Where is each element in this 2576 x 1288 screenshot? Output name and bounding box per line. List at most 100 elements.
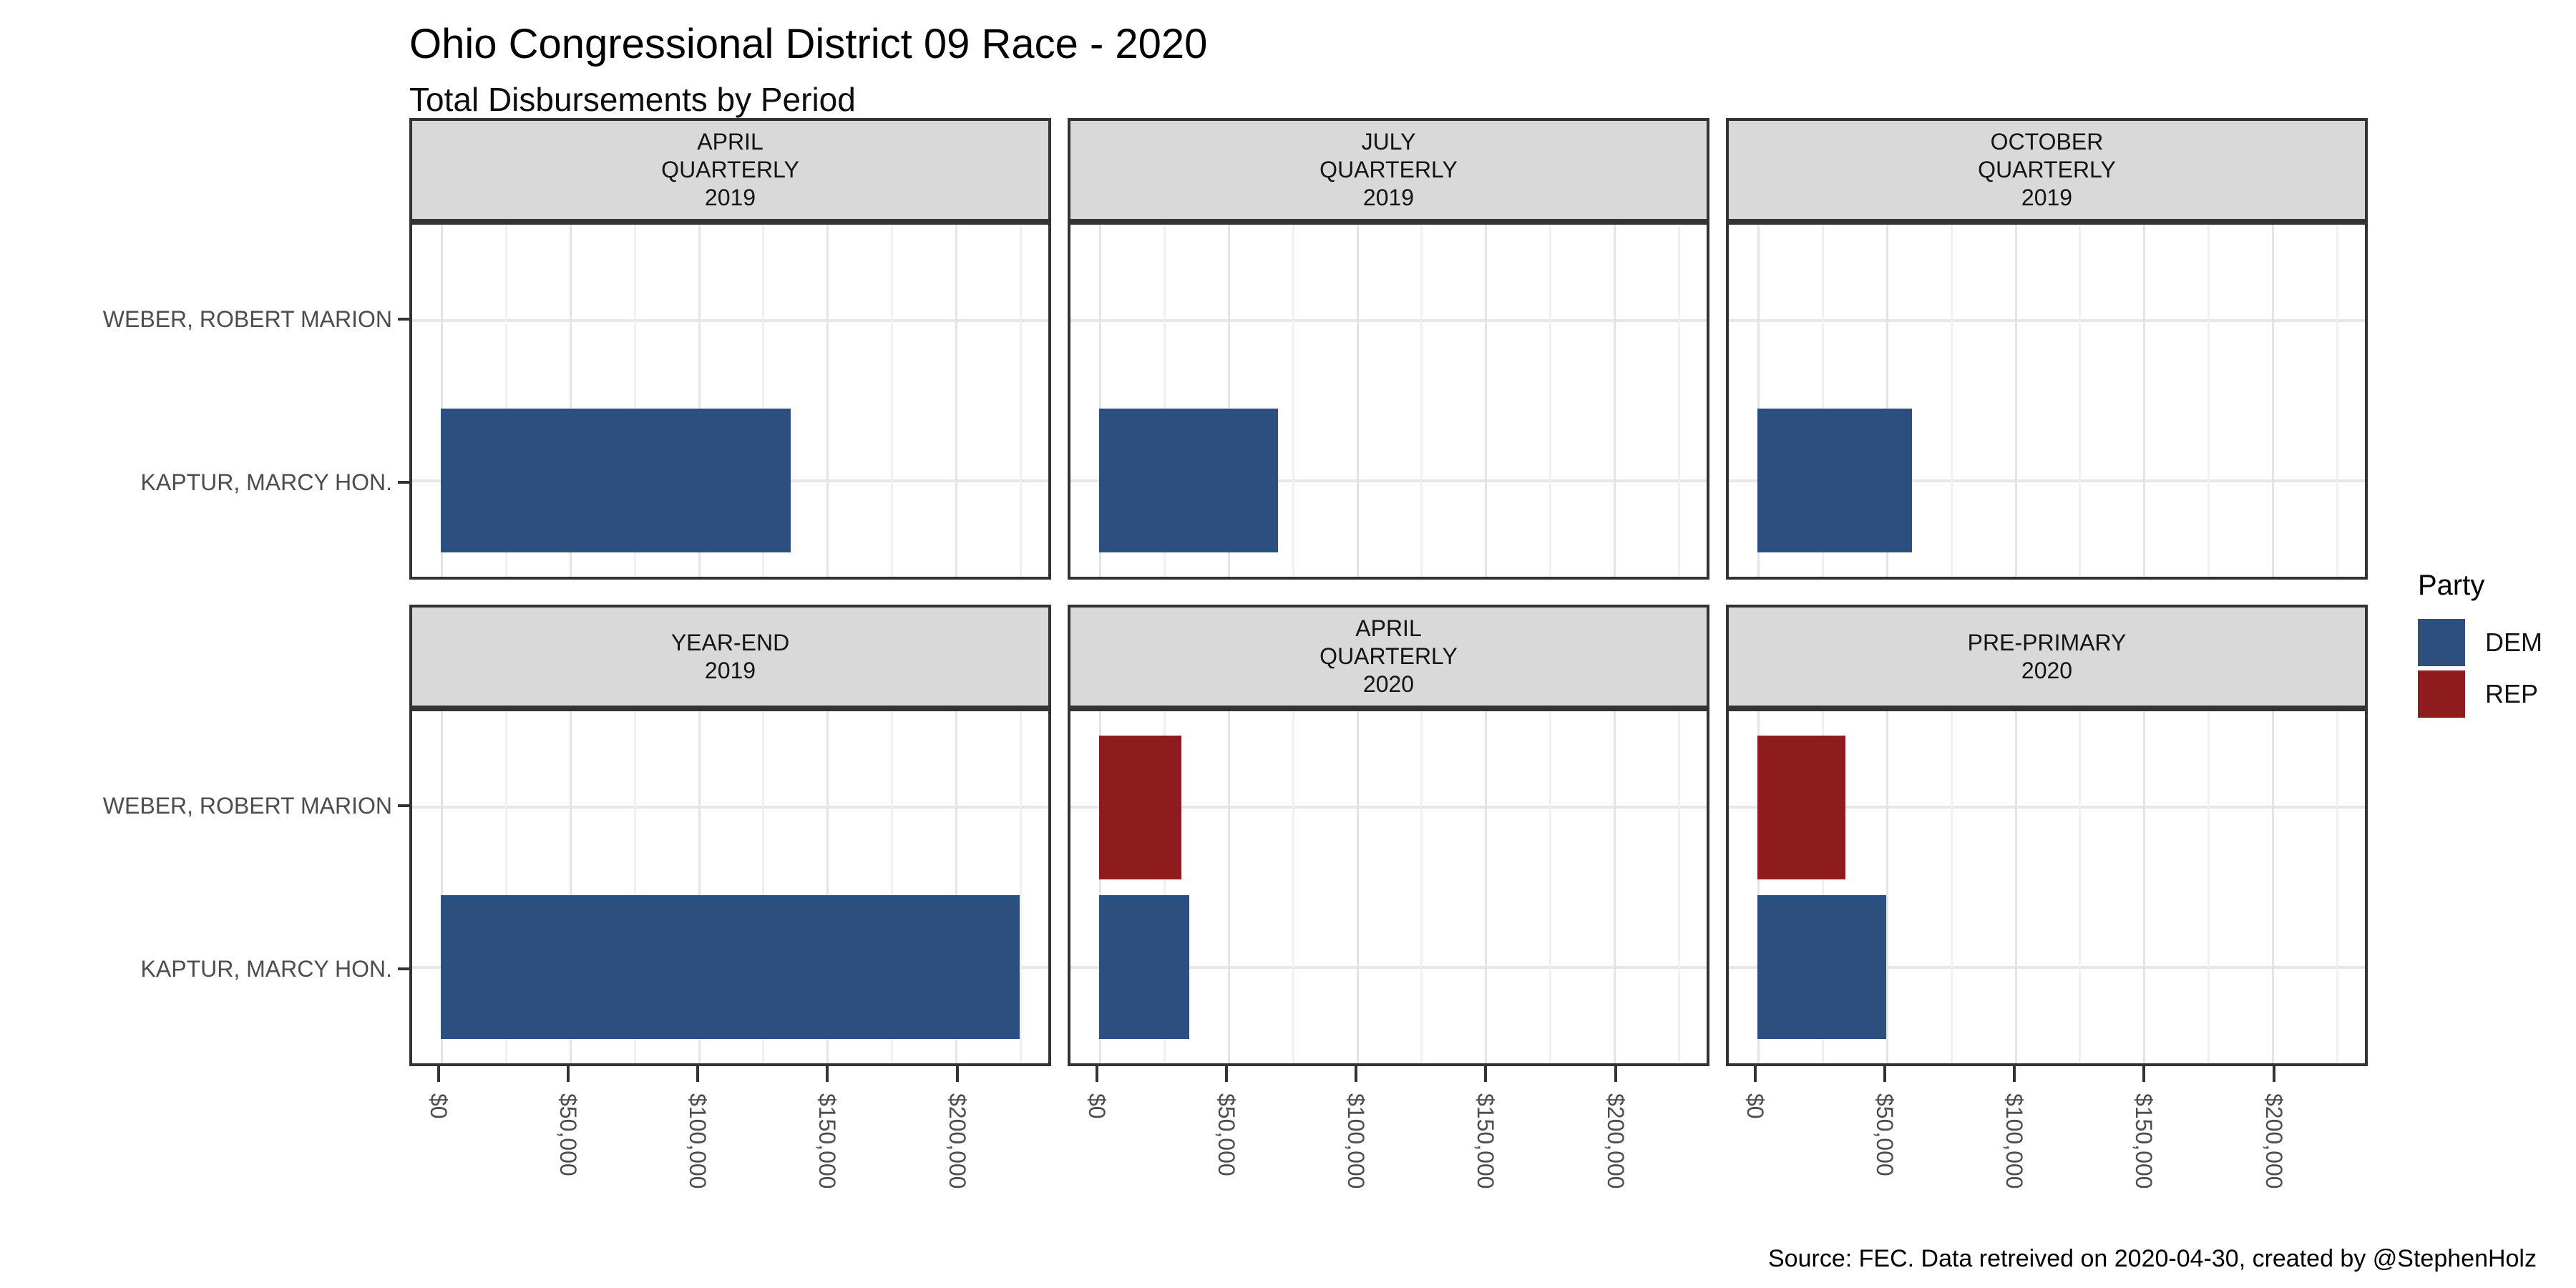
gridline-vertical-major [1228,711,1230,1063]
facet-strip: YEAR-END 2019 [409,605,1051,708]
x-axis-tick [1224,1066,1228,1082]
facet-strip: PRE-PRIMARY 2020 [1726,605,2368,708]
bar-rep [1099,735,1182,879]
gridline-horizontal-major [412,806,1048,809]
facet-strip-label-line: 2019 [1362,185,1415,210]
gridline-vertical-major [2271,711,2274,1063]
gridline-vertical-major [1886,225,1888,577]
gridline-vertical-minor [2079,225,2082,577]
x-axis-tick [1614,1066,1617,1082]
gridline-vertical-major [698,711,701,1063]
gridline-vertical-minor [1163,711,1166,1063]
gridline-vertical-major [1613,711,1616,1063]
gridline-vertical-minor [633,225,636,577]
gridline-vertical-major [1099,225,1102,577]
x-axis-tick [1753,1066,1757,1082]
gridline-vertical-major [2014,711,2017,1063]
gridline-horizontal-major [1070,319,1707,323]
bar-rep [1757,735,1845,879]
y-axis-label: KAPTUR, MARCY HON. [140,955,392,982]
x-axis-tick [566,1066,570,1082]
gridline-vertical-major [1757,711,1760,1063]
facet-panel [409,222,1051,580]
x-axis-tick-label: $200,000 [2260,1093,2287,1189]
y-axis-tick [398,480,409,484]
x-axis-tick-label: $150,000 [814,1093,841,1189]
gridline-vertical-major [1485,225,1488,577]
x-axis-tick-label: $50,000 [1871,1093,1898,1176]
facet-strip-label-line: QUARTERLY [1319,157,1458,182]
bar-dem [441,409,791,553]
facet-strip-label-line: 2019 [704,185,756,210]
x-axis-tick [1883,1066,1886,1082]
x-axis-tick-label: $200,000 [944,1093,970,1189]
bar-dem [1099,895,1190,1040]
legend: Party DEM REP [2418,570,2542,722]
y-axis-label: KAPTUR, MARCY HON. [140,469,392,495]
gridline-vertical-major [1356,225,1359,577]
gridline-vertical-major [1757,225,1760,577]
facet-strip-label-line: QUARTERLY [1978,157,2116,182]
bar-dem [1757,895,1886,1040]
facet-strip-label-line: JULY [1361,129,1416,155]
gridline-vertical-minor [505,225,508,577]
gridline-vertical-minor [1677,711,1680,1063]
gridline-vertical-minor [505,711,508,1063]
facet-strip-label-line: APRIL [697,129,763,155]
gridline-vertical-major [2014,225,2017,577]
x-axis-tick [2013,1066,2016,1082]
x-axis-tick-label: $50,000 [555,1093,581,1176]
y-axis-tick [398,967,409,970]
facet-strip-label-line: 2019 [704,657,756,683]
gridline-vertical-minor [1292,711,1294,1063]
x-axis-tick [955,1066,959,1082]
gridline-vertical-minor [890,711,893,1063]
facet-strip-label-line: QUARTERLY [661,157,799,182]
gridline-vertical-major [570,711,572,1063]
y-axis-label: WEBER, ROBERT MARION [102,793,392,819]
gridline-vertical-minor [1950,225,1953,577]
y-axis-tick [398,804,409,808]
gridline-horizontal-major [1729,479,2365,482]
facet-strip-label-line: YEAR-END [670,629,790,655]
legend-entry-rep: REP [2418,670,2542,718]
gridline-vertical-major [1356,711,1359,1063]
gridline-vertical-major [570,225,572,577]
gridline-vertical-minor [762,711,765,1063]
gridline-vertical-major [1228,225,1230,577]
gridline-vertical-major [2143,711,2146,1063]
facet-panel [1068,708,1709,1066]
gridline-vertical-major [2271,225,2274,577]
x-axis-tick [1484,1066,1488,1082]
gridline-horizontal-major [1070,965,1707,969]
gridline-vertical-minor [633,711,636,1063]
x-axis-tick-label: $200,000 [1602,1093,1629,1189]
facet-strip: JULY QUARTERLY 2019 [1068,118,1709,222]
x-axis-tick [2272,1066,2275,1082]
y-axis-tick [398,318,409,321]
chart-subtitle: Total Disbursements by Period [409,81,856,118]
facet-strip: APRIL QUARTERLY 2020 [1068,605,1709,708]
gridline-vertical-major [1886,711,1888,1063]
gridline-horizontal-major [1729,319,2365,323]
x-axis-tick-label: $50,000 [1213,1093,1239,1176]
x-axis-tick [1095,1066,1098,1082]
gridline-vertical-major [441,711,444,1063]
facet-strip-label-line: APRIL [1355,615,1422,641]
gridline-vertical-minor [1677,225,1680,577]
x-axis-tick-label: $100,000 [2001,1093,2028,1189]
x-axis-tick-label: $100,000 [685,1093,711,1189]
gridline-vertical-minor [2336,711,2338,1063]
x-axis-tick-label: $150,000 [1473,1093,1499,1189]
facet-strip: OCTOBER QUARTERLY 2019 [1726,118,2368,222]
facet-strip: APRIL QUARTERLY 2019 [409,118,1051,222]
gridline-vertical-major [1613,225,1616,577]
facet-strip-label-line: QUARTERLY [1319,643,1458,669]
legend-key-rep-swatch [2418,670,2465,718]
facet-strip-label-line: 2020 [2021,657,2073,683]
gridline-vertical-minor [1019,225,1022,577]
facet-strip-label-line: 2020 [1362,671,1415,697]
legend-label-rep: REP [2485,679,2539,708]
gridline-vertical-major [441,225,444,577]
x-axis-tick [436,1066,440,1082]
